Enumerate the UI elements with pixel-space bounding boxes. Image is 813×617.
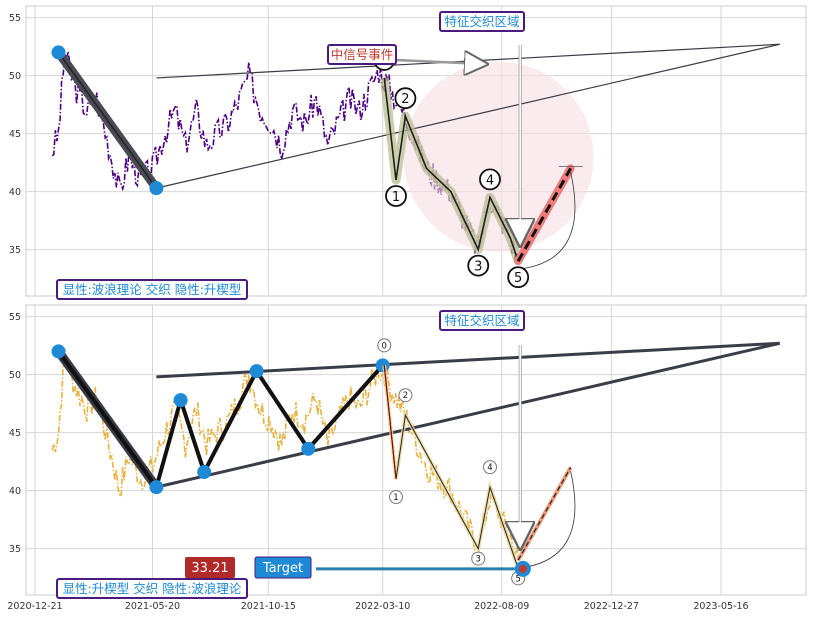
wave-label: 5 xyxy=(515,574,520,584)
projection-arc xyxy=(518,471,576,569)
wave-label: 2 xyxy=(403,391,408,401)
wave-label: 4 xyxy=(487,463,492,473)
pattern-label: 显性:升楔型 交织 隐性:波浪理论 xyxy=(63,581,242,596)
x-tick-label: 2022-08-09 xyxy=(474,601,529,612)
signal-event-label: 中信号事件 xyxy=(331,47,394,62)
wave-label: 1 xyxy=(393,493,398,503)
wedge-boundary-line xyxy=(156,341,781,489)
y-tick-label: 35 xyxy=(9,544,21,555)
wave-first-leg xyxy=(383,365,397,480)
y-tick-label: 55 xyxy=(9,13,21,24)
feature-zone-label-box xyxy=(439,310,525,331)
y-tick-label: 50 xyxy=(9,71,21,82)
x-tick-label: 2020-12-21 xyxy=(7,601,62,612)
target-label-box xyxy=(254,556,312,579)
pattern-label-box xyxy=(56,279,248,300)
wedge-point xyxy=(249,364,264,379)
wave-label: 2 xyxy=(401,92,409,107)
target-value: 33.21 xyxy=(191,561,228,576)
x-axis-ticks: 2020-12-21 2021-05-20 2021-10-15 2022-03-10… xyxy=(7,601,748,612)
target-point-core xyxy=(518,564,527,573)
wedge-point xyxy=(173,393,188,408)
wedge-point xyxy=(51,344,66,359)
wave-label-circle xyxy=(467,254,490,277)
signal-arrow xyxy=(395,60,484,64)
projection-arc xyxy=(518,172,576,270)
wedge-point xyxy=(149,480,164,495)
x-tick-label: 2023-05-16 xyxy=(693,601,748,612)
feature-zone-label: 特征交织区域 xyxy=(444,313,519,328)
wedge-point xyxy=(197,465,212,480)
wedge-boundary-line xyxy=(156,43,780,189)
y-tick-label: 45 xyxy=(9,129,21,140)
wave-label-circle xyxy=(482,460,497,475)
y-tick-label: 40 xyxy=(9,486,21,497)
wave-label: 1 xyxy=(392,190,400,205)
top-panel: 3540455055012345特征交织区域中信号事件显性:波浪理论 交织 隐性… xyxy=(9,5,807,300)
wave-label: 0 xyxy=(382,341,387,351)
y-tick-label: 35 xyxy=(9,245,21,256)
x-tick-label: 2021-10-15 xyxy=(241,601,296,612)
wave-label: 5 xyxy=(514,271,522,286)
price-series-line xyxy=(51,348,519,561)
wave-label-circle xyxy=(398,388,413,403)
y-tick-label: 50 xyxy=(9,370,21,381)
target-value-box xyxy=(185,557,235,578)
feature-zone-label-box xyxy=(439,11,525,32)
wave-label-circle xyxy=(471,551,486,566)
wedge-point xyxy=(375,358,390,373)
wave-label: 3 xyxy=(476,555,481,565)
wave-label: 4 xyxy=(486,173,494,188)
wave-label-circle xyxy=(479,168,501,191)
signal-event-label-box xyxy=(327,44,397,65)
wave-label-circle xyxy=(377,338,392,353)
wave-label-circle xyxy=(389,490,404,504)
y-tick-label: 40 xyxy=(9,187,21,198)
wave-label: 3 xyxy=(474,260,482,275)
wedge-point xyxy=(301,441,316,456)
wedge-point xyxy=(51,45,66,60)
wave-label-circle xyxy=(507,266,530,289)
x-tick-label: 2022-12-27 xyxy=(584,601,639,612)
wedge-leg xyxy=(57,51,157,189)
y-tick-label: 55 xyxy=(9,312,21,323)
target-label: Target xyxy=(262,561,303,576)
wedge-point xyxy=(149,181,164,196)
x-tick-label: 2022-03-10 xyxy=(355,601,410,612)
pattern-label-box xyxy=(56,578,248,599)
y-tick-label: 45 xyxy=(9,428,21,439)
wave-path xyxy=(383,77,519,262)
wave-label-circle xyxy=(394,87,417,110)
x-tick-label: 2021-05-20 xyxy=(125,601,180,612)
feature-zone-label: 特征交织区域 xyxy=(444,14,519,29)
wave-label-circle xyxy=(385,185,407,207)
pattern-label: 显性:波浪理论 交织 隐性:升楔型 xyxy=(63,282,242,297)
